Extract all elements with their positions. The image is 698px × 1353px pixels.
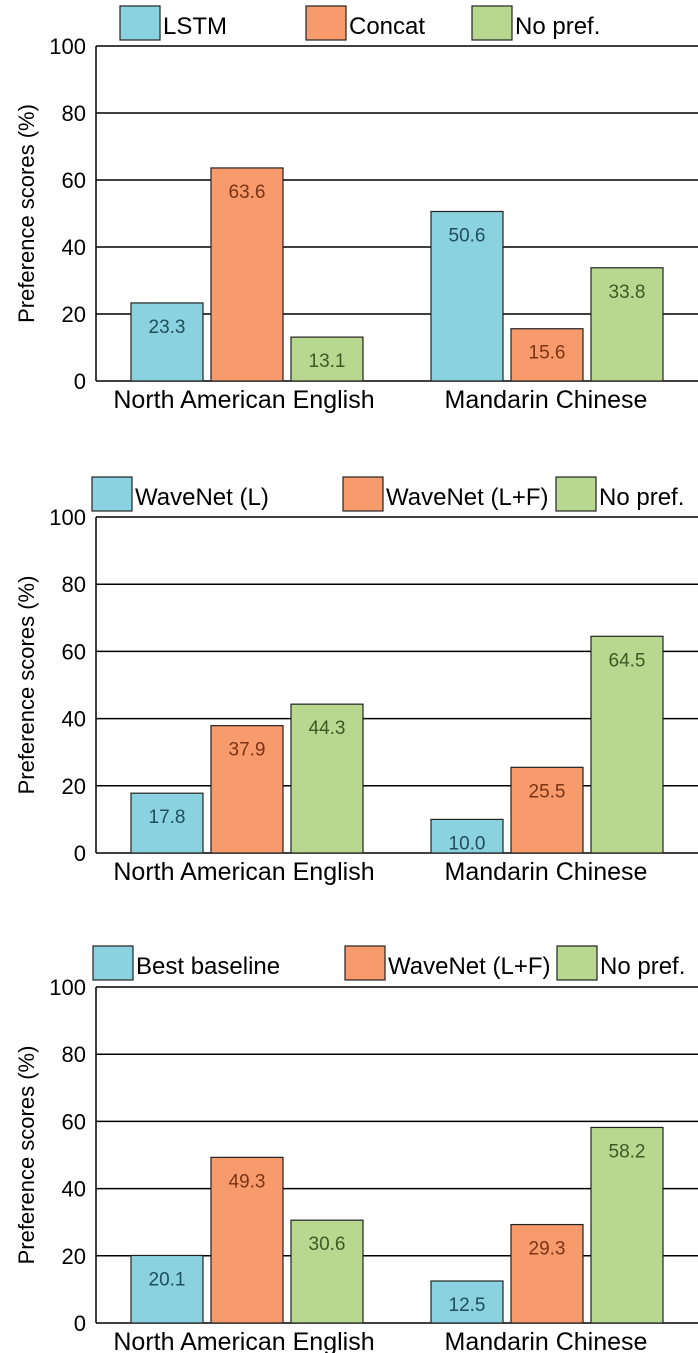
legend-swatch bbox=[92, 945, 134, 981]
data-label: 30.6 bbox=[309, 1234, 346, 1255]
data-label: 29.3 bbox=[529, 1239, 566, 1260]
legend-label: WaveNet (L+F) bbox=[386, 484, 548, 511]
x-category-label: Mandarin Chinese bbox=[445, 1328, 648, 1353]
legend-swatch bbox=[555, 476, 597, 512]
legend-label: WaveNet (L) bbox=[135, 484, 269, 511]
bar bbox=[210, 725, 284, 854]
data-label: 13.1 bbox=[309, 351, 346, 372]
legend-label: Concat bbox=[349, 13, 425, 40]
y-axis-label: Preference scores (%) bbox=[14, 104, 39, 323]
bar bbox=[430, 210, 504, 382]
bar bbox=[510, 766, 584, 854]
bar bbox=[130, 302, 204, 382]
x-category-label: Mandarin Chinese bbox=[445, 858, 648, 886]
y-tick-label: 0 bbox=[74, 841, 86, 866]
bar bbox=[590, 267, 664, 382]
y-tick-label: 100 bbox=[49, 505, 86, 530]
y-tick-label: 0 bbox=[74, 1311, 86, 1336]
x-category-label: North American English bbox=[113, 386, 374, 414]
data-label: 33.8 bbox=[609, 282, 646, 303]
x-category-label: North American English bbox=[113, 1328, 374, 1353]
data-label: 58.2 bbox=[609, 1141, 646, 1162]
y-tick-label: 20 bbox=[62, 774, 86, 799]
y-axis-label: Preference scores (%) bbox=[14, 1046, 39, 1265]
legend-swatch bbox=[91, 476, 133, 512]
y-tick-label: 40 bbox=[62, 235, 86, 260]
data-label: 64.5 bbox=[609, 650, 646, 671]
chart-middle: 0 20 40 60 80 100 Preference scores (%) 17.8 10.… bbox=[14, 476, 698, 886]
y-tick-label: 20 bbox=[62, 1244, 86, 1269]
legend-label: WaveNet (L+F) bbox=[388, 953, 550, 980]
x-category-label: North American English bbox=[113, 858, 374, 886]
y-axis-label: Preference scores (%) bbox=[14, 576, 39, 795]
y-tick-label: 60 bbox=[62, 168, 86, 193]
bar bbox=[210, 1156, 284, 1324]
chart-bottom: 0 20 40 60 80 100 Preference scores (%) 20.1 12.… bbox=[14, 945, 698, 1353]
bar bbox=[510, 328, 584, 382]
y-tick-label: 60 bbox=[62, 639, 86, 664]
legend-swatch bbox=[471, 5, 513, 41]
data-label: 49.3 bbox=[229, 1171, 266, 1192]
bar bbox=[130, 792, 204, 854]
bar bbox=[430, 818, 504, 854]
bar bbox=[290, 1219, 364, 1324]
y-tick-label: 80 bbox=[62, 572, 86, 597]
bar bbox=[290, 336, 364, 382]
y-tick-label: 80 bbox=[62, 101, 86, 126]
data-label: 50.6 bbox=[449, 225, 486, 246]
y-tick-label: 40 bbox=[62, 707, 86, 732]
data-label: 12.5 bbox=[449, 1295, 486, 1316]
data-label: 37.9 bbox=[229, 740, 266, 761]
y-tick-label: 0 bbox=[74, 369, 86, 394]
y-tick-label: 60 bbox=[62, 1109, 86, 1134]
legend-label: No pref. bbox=[515, 13, 600, 40]
data-label: 15.6 bbox=[529, 343, 566, 364]
legend-swatch bbox=[344, 945, 386, 981]
legend-label: No pref. bbox=[600, 953, 685, 980]
y-tick-label: 80 bbox=[62, 1042, 86, 1067]
y-tick-label: 100 bbox=[49, 34, 86, 59]
x-category-label: Mandarin Chinese bbox=[445, 386, 648, 414]
bar bbox=[510, 1223, 584, 1324]
legend-swatch bbox=[556, 945, 598, 981]
bar bbox=[430, 1280, 504, 1324]
data-label: 20.1 bbox=[149, 1269, 186, 1290]
bar bbox=[590, 635, 664, 854]
y-tick-label: 20 bbox=[62, 302, 86, 327]
data-label: 17.8 bbox=[149, 807, 186, 828]
bar bbox=[290, 703, 364, 854]
bar bbox=[590, 1126, 664, 1324]
data-label: 44.3 bbox=[309, 718, 346, 739]
chart-top: 0 20 40 60 80 100 Preference scores (%) 23.3 50.… bbox=[14, 5, 698, 414]
y-tick-label: 100 bbox=[49, 975, 86, 1000]
bar bbox=[130, 1254, 204, 1324]
legend-label: LSTM bbox=[163, 13, 227, 40]
y-tick-label: 40 bbox=[62, 1177, 86, 1202]
data-label: 63.6 bbox=[229, 182, 266, 203]
bar bbox=[210, 167, 284, 382]
legend-label: No pref. bbox=[599, 484, 684, 511]
data-label: 25.5 bbox=[529, 781, 566, 802]
data-label: 10.0 bbox=[449, 833, 486, 854]
legend-swatch bbox=[305, 5, 347, 41]
legend-label: Best baseline bbox=[136, 953, 280, 980]
legend-swatch bbox=[342, 476, 384, 512]
data-label: 23.3 bbox=[149, 317, 186, 338]
legend-swatch bbox=[119, 5, 161, 41]
